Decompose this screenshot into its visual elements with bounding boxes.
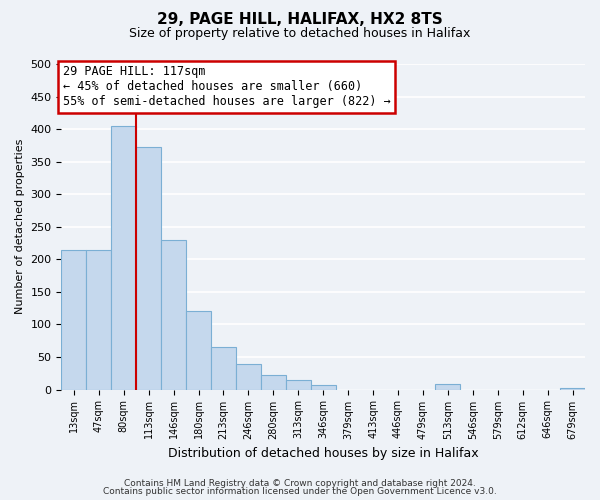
Bar: [436, 384, 460, 390]
Text: Size of property relative to detached houses in Halifax: Size of property relative to detached ho…: [130, 28, 470, 40]
Bar: [186, 312, 211, 390]
Y-axis label: Number of detached properties: Number of detached properties: [15, 139, 25, 314]
X-axis label: Distribution of detached houses by size in Halifax: Distribution of detached houses by size …: [168, 447, 479, 460]
Bar: [161, 240, 186, 390]
Bar: [86, 250, 111, 390]
Bar: [261, 375, 286, 390]
Bar: [61, 250, 86, 390]
Text: 29 PAGE HILL: 117sqm
← 45% of detached houses are smaller (660)
55% of semi-deta: 29 PAGE HILL: 117sqm ← 45% of detached h…: [62, 66, 391, 108]
Bar: [211, 347, 236, 390]
Bar: [311, 385, 335, 390]
Bar: [286, 380, 311, 390]
Bar: [560, 388, 585, 390]
Text: Contains public sector information licensed under the Open Government Licence v3: Contains public sector information licen…: [103, 487, 497, 496]
Text: Contains HM Land Registry data © Crown copyright and database right 2024.: Contains HM Land Registry data © Crown c…: [124, 478, 476, 488]
Bar: [111, 126, 136, 390]
Text: 29, PAGE HILL, HALIFAX, HX2 8TS: 29, PAGE HILL, HALIFAX, HX2 8TS: [157, 12, 443, 28]
Bar: [136, 148, 161, 390]
Bar: [236, 364, 261, 390]
